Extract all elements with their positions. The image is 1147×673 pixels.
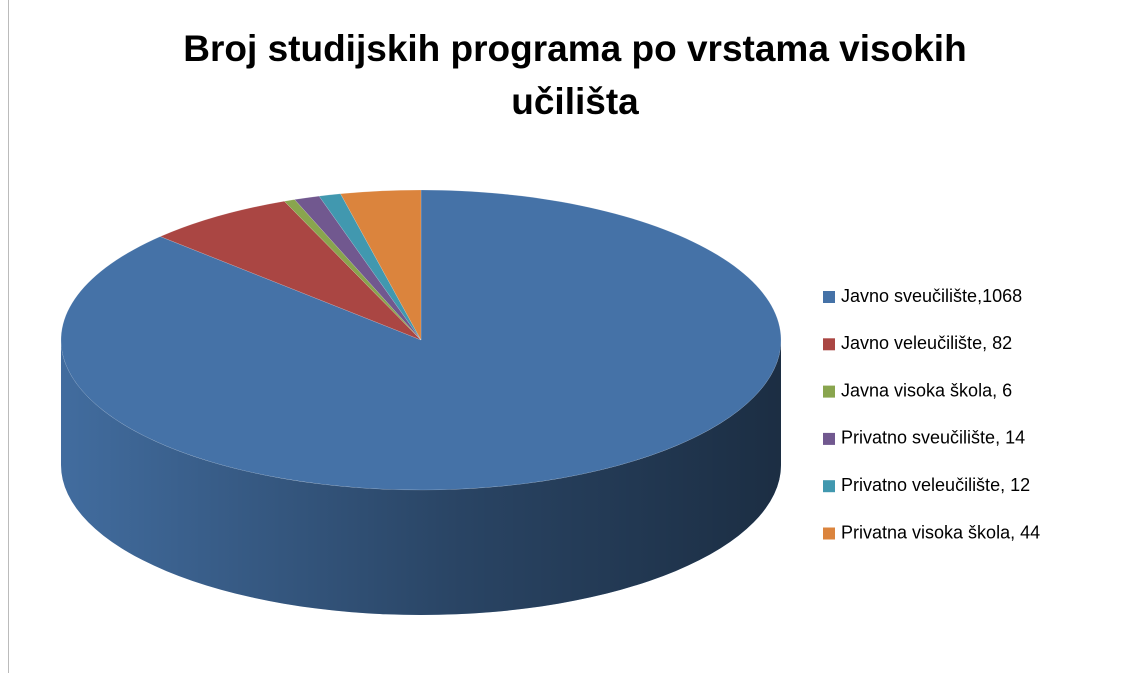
- slice: [294, 195, 422, 341]
- slice: [340, 189, 422, 341]
- legend-swatch: [823, 480, 835, 493]
- legend-swatch: [823, 385, 835, 398]
- legend-swatch: [823, 432, 835, 445]
- legend-label: Javna visoka škola, 6: [841, 380, 1012, 400]
- chart-frame: [8, 0, 9, 673]
- legend-swatch: [823, 291, 835, 303]
- slice: [283, 199, 422, 341]
- legend-swatch: [823, 527, 835, 540]
- slice: [318, 193, 422, 341]
- chart-title: Broj studijskih programa po vrstama viso…: [183, 28, 967, 122]
- legend-label: Privatno sveučilište, 14: [841, 428, 1025, 448]
- slice: [60, 189, 782, 491]
- slice-side-shade: [61, 340, 781, 615]
- legend-label: Privatna visoka škola, 44: [841, 522, 1040, 542]
- legend-label: Javno sveučilište,1068: [841, 286, 1022, 306]
- legend-label: Privatno veleučilište, 12: [841, 475, 1030, 495]
- legend-swatch: [823, 338, 835, 351]
- slice: [159, 200, 422, 341]
- legend-label: Javno veleučilište, 82: [841, 333, 1012, 353]
